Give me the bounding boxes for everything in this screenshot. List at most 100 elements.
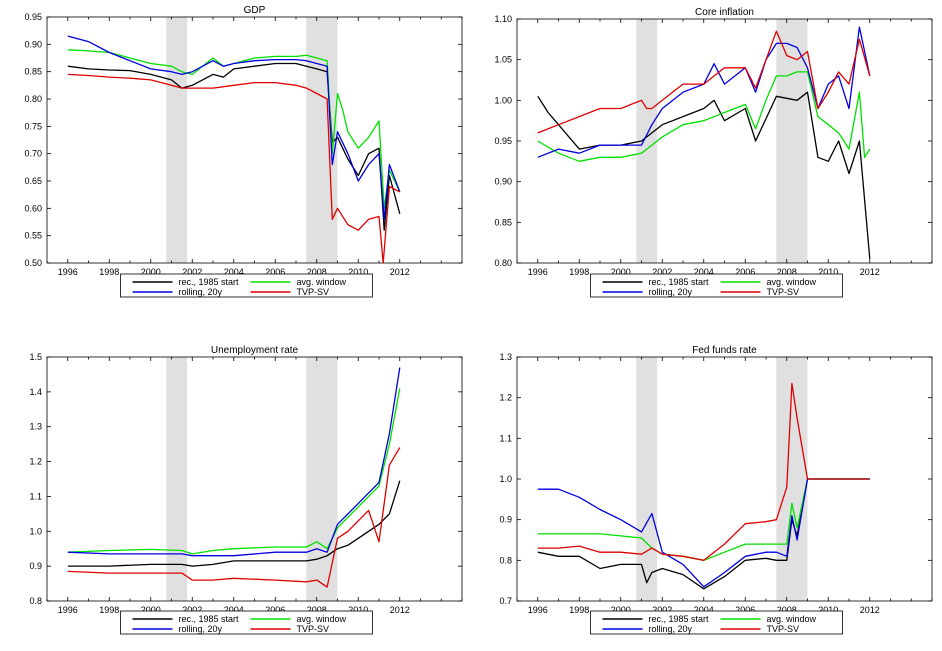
chart-panel-2: Core inflation 0.80 0.85 0.90 0.95 1.00 1.05 1.… bbox=[494, 7, 933, 298]
y-tick-label: 1.1 bbox=[499, 433, 512, 443]
recession-band bbox=[166, 17, 188, 263]
y-tick-label: 1.4 bbox=[29, 387, 42, 397]
x-tick-label: 1996 bbox=[528, 267, 548, 277]
y-tick-label: 0.75 bbox=[24, 121, 42, 131]
x-tick-label: 2002 bbox=[182, 267, 202, 277]
legend-label: rec., 1985 start bbox=[179, 614, 240, 624]
plot-frame bbox=[516, 18, 933, 264]
series-line-3 bbox=[537, 26, 871, 158]
legend: rec., 1985 start avg. window rolling, 20y T… bbox=[120, 273, 373, 298]
series-line-4 bbox=[67, 447, 401, 588]
series-line-2 bbox=[67, 388, 401, 555]
chart-panel-1: GDP 0.50 0.55 0.60 0.65 0.70 0.75 0.80 0.85 0.90 0… bbox=[24, 5, 463, 298]
chart-title: GDP bbox=[244, 5, 266, 16]
x-tick-label: 2000 bbox=[611, 267, 631, 277]
legend-label: avg. window bbox=[297, 277, 347, 287]
y-tick-label: 1.10 bbox=[494, 14, 512, 24]
chart-title: Fed funds rate bbox=[692, 345, 757, 356]
series-line-3 bbox=[67, 35, 401, 220]
legend-label: TVP-SV bbox=[297, 287, 330, 297]
series-line-1 bbox=[537, 91, 871, 259]
x-tick-label: 2010 bbox=[818, 267, 838, 277]
plot-frame bbox=[46, 16, 463, 264]
series-line-2 bbox=[537, 478, 870, 561]
plot-frame bbox=[46, 356, 463, 602]
y-tick-label: 0.95 bbox=[24, 12, 42, 22]
series-line-4 bbox=[537, 382, 870, 561]
x-tick-label: 2012 bbox=[860, 605, 880, 615]
chart-panel-4: Fed funds rate 0.7 0.8 0.9 1.0 1.1 1.2 1.3 1996 1… bbox=[499, 345, 933, 635]
y-tick-label: 0.9 bbox=[499, 515, 512, 525]
chart-title: Unemployment rate bbox=[211, 345, 299, 356]
y-tick-label: 0.90 bbox=[24, 39, 42, 49]
y-tick-label: 0.80 bbox=[494, 258, 512, 268]
y-tick-label: 0.8 bbox=[29, 596, 42, 606]
x-tick-label: 2002 bbox=[652, 605, 672, 615]
x-tick-label: 2002 bbox=[652, 267, 672, 277]
y-tick-label: 1.0 bbox=[29, 526, 42, 536]
x-tick-label: 2006 bbox=[265, 605, 285, 615]
x-tick-label: 1998 bbox=[99, 605, 119, 615]
x-tick-label: 2008 bbox=[307, 605, 327, 615]
x-tick-label: 2008 bbox=[777, 605, 797, 615]
legend-box bbox=[590, 610, 843, 635]
legend: rec., 1985 start avg. window rolling, 20y T… bbox=[590, 273, 843, 298]
x-tick-label: 1996 bbox=[528, 605, 548, 615]
y-tick-label: 1.1 bbox=[29, 491, 42, 501]
y-tick-label: 0.7 bbox=[499, 596, 512, 606]
series-line-1 bbox=[67, 480, 401, 567]
x-tick-label: 2010 bbox=[348, 267, 368, 277]
y-tick-label: 0.8 bbox=[499, 555, 512, 565]
recession-band bbox=[636, 19, 658, 263]
x-tick-label: 2008 bbox=[777, 267, 797, 277]
x-tick-label: 1998 bbox=[99, 267, 119, 277]
y-tick-label: 0.85 bbox=[494, 217, 512, 227]
y-tick-label: 0.9 bbox=[29, 561, 42, 571]
y-tick-label: 1.3 bbox=[29, 422, 42, 432]
legend-label: avg. window bbox=[767, 614, 817, 624]
y-tick-label: 1.0 bbox=[499, 474, 512, 484]
legend-label: rolling, 20y bbox=[649, 287, 693, 297]
x-tick-label: 2000 bbox=[141, 605, 161, 615]
series-line-2 bbox=[537, 71, 871, 162]
y-tick-label: 0.85 bbox=[24, 67, 42, 77]
x-tick-label: 2006 bbox=[735, 605, 755, 615]
y-tick-label: 1.05 bbox=[494, 55, 512, 65]
y-tick-label: 1.2 bbox=[29, 457, 42, 467]
legend-label: rolling, 20y bbox=[649, 624, 693, 634]
legend-box bbox=[120, 610, 373, 635]
legend-label: rolling, 20y bbox=[179, 287, 223, 297]
x-tick-label: 2008 bbox=[307, 267, 327, 277]
legend-label: TVP-SV bbox=[297, 624, 330, 634]
x-tick-label: 2012 bbox=[390, 605, 410, 615]
x-tick-label: 1998 bbox=[569, 605, 589, 615]
legend-label: avg. window bbox=[297, 614, 347, 624]
legend-label: rec., 1985 start bbox=[649, 277, 710, 287]
x-tick-label: 1996 bbox=[58, 605, 78, 615]
y-tick-label: 0.95 bbox=[494, 136, 512, 146]
x-tick-label: 2012 bbox=[860, 267, 880, 277]
x-tick-label: 2000 bbox=[611, 605, 631, 615]
x-tick-label: 2010 bbox=[348, 605, 368, 615]
series-line-4 bbox=[537, 30, 871, 134]
x-tick-label: 2004 bbox=[694, 605, 714, 615]
y-tick-label: 1.5 bbox=[29, 352, 42, 362]
y-tick-label: 1.2 bbox=[499, 393, 512, 403]
x-tick-label: 2004 bbox=[224, 605, 244, 615]
x-tick-label: 2004 bbox=[224, 267, 244, 277]
y-tick-label: 0.70 bbox=[24, 149, 42, 159]
chart-panel-3: Unemployment rate 0.8 0.9 1.0 1.1 1.2 1.3 1.4 1.… bbox=[29, 345, 463, 635]
y-tick-label: 0.90 bbox=[494, 177, 512, 187]
legend-box bbox=[590, 273, 843, 298]
y-tick-label: 0.65 bbox=[24, 176, 42, 186]
y-tick-label: 0.50 bbox=[24, 258, 42, 268]
series-line-3 bbox=[67, 367, 401, 557]
x-tick-label: 2006 bbox=[735, 267, 755, 277]
x-tick-label: 2010 bbox=[818, 605, 838, 615]
legend: rec., 1985 start avg. window rolling, 20y T… bbox=[120, 610, 373, 635]
legend-label: rec., 1985 start bbox=[649, 614, 710, 624]
series-line-3 bbox=[537, 478, 870, 588]
recession-band bbox=[776, 19, 808, 263]
y-tick-label: 1.00 bbox=[494, 95, 512, 105]
legend-label: rolling, 20y bbox=[179, 624, 223, 634]
